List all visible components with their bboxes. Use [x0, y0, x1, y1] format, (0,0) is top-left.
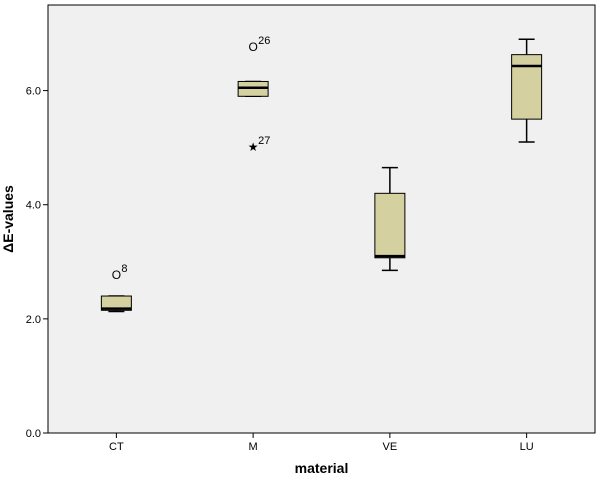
box-group-lu [511, 38, 543, 143]
y-tick-label: 0.0 [26, 428, 41, 440]
box-group-ve [374, 166, 406, 272]
y-tick-label: 6.0 [26, 86, 41, 98]
x-tick-label: VE [383, 441, 398, 453]
x-axis-title: material [295, 460, 349, 476]
outlier-case-label: 27 [258, 135, 270, 147]
outlier-star-marker: ★ [248, 140, 259, 154]
y-tick-label: 4.0 [26, 200, 41, 212]
box-series: O 8O 26★ 27 [100, 35, 543, 313]
x-tick-label: CT [109, 441, 124, 453]
box-group-m: O 26 ★ 27 [237, 35, 270, 154]
outlier-circle-marker: O [112, 268, 121, 282]
y-axis-title: ΔE-values [0, 185, 16, 253]
box-iqr [100, 295, 132, 311]
plot-area [47, 4, 596, 434]
outlier-case-label: 26 [258, 35, 270, 47]
x-axis: CT M VE LU [109, 433, 534, 453]
outlier-circle-marker: O [248, 40, 257, 54]
box-iqr [511, 54, 543, 120]
x-tick-label: LU [520, 441, 534, 453]
y-tick-label: 2.0 [26, 314, 41, 326]
y-axis: 0.0 2.0 4.0 6.0 [26, 86, 48, 440]
outlier-case-label: 8 [121, 263, 127, 275]
x-tick-label: M [249, 441, 258, 453]
box-iqr [374, 192, 406, 259]
